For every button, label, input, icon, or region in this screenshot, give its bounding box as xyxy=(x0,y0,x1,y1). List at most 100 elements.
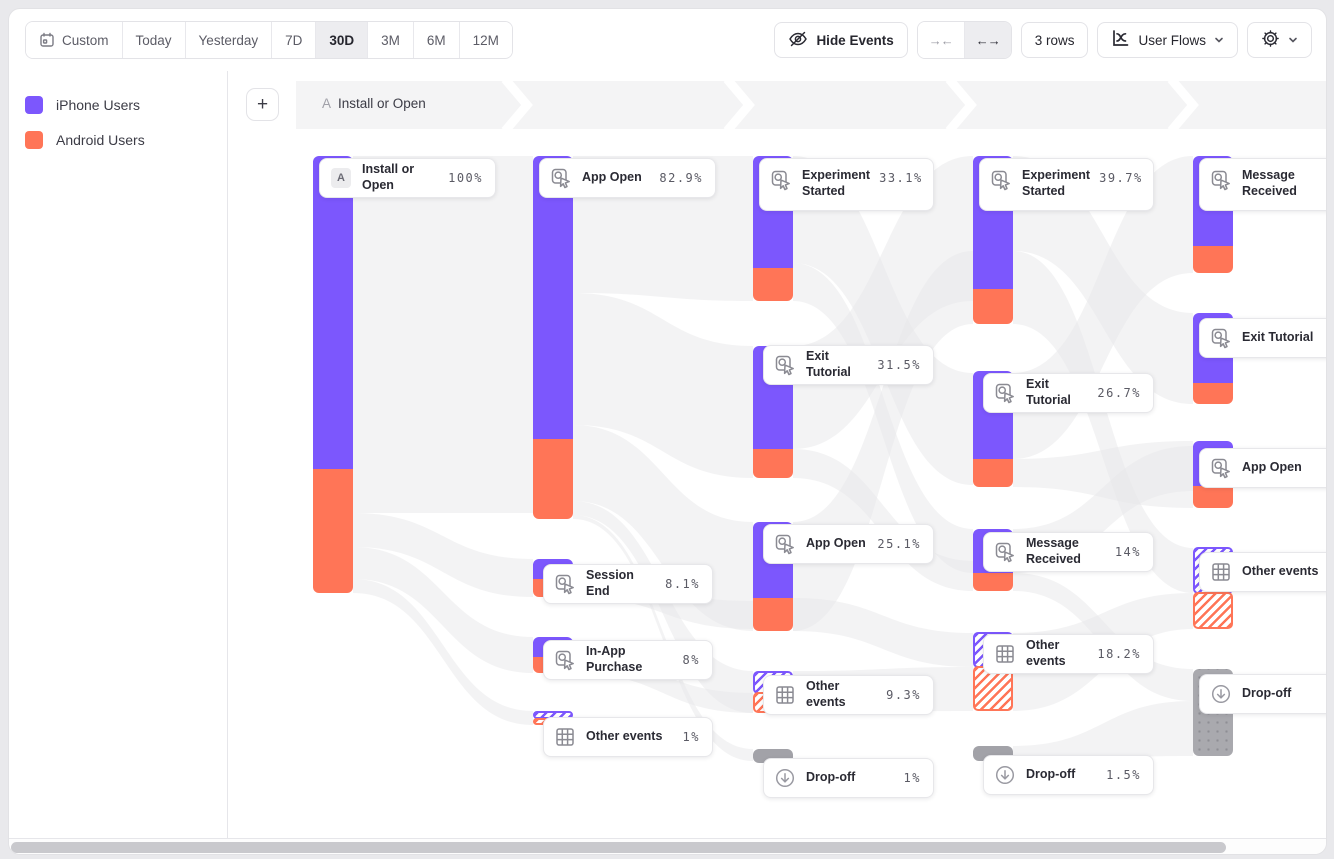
flow-node-percentage: 25.1% xyxy=(877,537,921,551)
flow-node-label: Message Received xyxy=(1026,536,1081,566)
click-event-icon xyxy=(993,381,1017,405)
grid-events-icon xyxy=(553,725,577,749)
flow-node-other-events[interactable]: Other events xyxy=(1199,552,1326,592)
flow-node-label: App Open xyxy=(806,536,866,551)
scrollbar-thumb[interactable] xyxy=(11,842,1226,853)
flow-node-experiment-started[interactable]: Experiment Started 39.7% xyxy=(979,158,1154,211)
flow-node-label: Session End xyxy=(586,568,634,598)
flow-node-drop-off[interactable]: Drop-off 1.5% xyxy=(983,755,1154,795)
date-range-30d[interactable]: 30D xyxy=(316,22,369,58)
legend-item-android-users[interactable]: Android Users xyxy=(25,131,145,149)
gear-icon xyxy=(1261,29,1280,51)
flow-node-message-received[interactable]: Message Received 14% xyxy=(983,532,1154,572)
flow-node-label: App Open xyxy=(1242,460,1302,475)
flow-node-other-events[interactable]: Other events 1% xyxy=(543,717,713,757)
flow-bar-message-received-orange[interactable] xyxy=(973,573,1013,591)
flow-bar-experiment-started-orange[interactable] xyxy=(973,289,1013,324)
grid-events-icon xyxy=(993,642,1017,666)
flow-bar-app-open-orange[interactable] xyxy=(533,439,573,519)
flow-node-app-open[interactable]: App Open xyxy=(1199,448,1326,488)
chevron-down-icon xyxy=(1288,33,1298,48)
flow-bar-exit-tutorial-orange[interactable] xyxy=(753,449,793,478)
flow-bar-experiment-started-orange[interactable] xyxy=(753,268,793,301)
date-range-12m[interactable]: 12M xyxy=(459,22,512,58)
legend-swatch xyxy=(25,131,43,149)
flow-node-label: Drop-off xyxy=(1242,686,1292,701)
flow-node-other-events[interactable]: Other events 18.2% xyxy=(983,634,1154,674)
flow-node-drop-off[interactable]: Drop-off xyxy=(1199,674,1326,714)
flow-node-label: In-App Purchase xyxy=(586,644,643,674)
view-selector-button[interactable]: User Flows xyxy=(1097,22,1238,58)
flow-node-percentage: 18.2% xyxy=(1097,647,1141,661)
add-step-button[interactable]: + xyxy=(246,88,279,121)
expand-columns-button[interactable]: ←→ xyxy=(964,22,1011,58)
flow-bar-app-open-purple[interactable] xyxy=(533,156,573,439)
date-range-7d[interactable]: 7D xyxy=(272,22,317,58)
flow-node-exit-tutorial[interactable]: Exit Tutorial xyxy=(1199,318,1326,358)
click-event-icon xyxy=(553,648,577,672)
flow-node-experiment-started[interactable]: Experiment Started 33.1% xyxy=(759,158,934,211)
sidebar-divider xyxy=(227,71,228,838)
date-range-label: 12M xyxy=(472,32,499,48)
date-range-custom[interactable]: Custom xyxy=(26,22,123,58)
flow-node-percentage: 100% xyxy=(448,171,483,185)
click-event-icon xyxy=(1209,456,1233,480)
drop-off-icon xyxy=(773,766,797,790)
eye-off-icon xyxy=(788,29,808,52)
flow-bar-install-or-open-purple[interactable] xyxy=(313,156,353,469)
step-a-title: A Install or Open xyxy=(322,96,426,111)
flow-node-install-or-open[interactable]: A Install or Open 100% xyxy=(319,158,496,198)
legend-swatch xyxy=(25,96,43,114)
flow-bar-app-open-orange[interactable] xyxy=(1193,486,1233,508)
flow-node-message-received[interactable]: Message Received xyxy=(1199,158,1326,211)
flow-bar-install-or-open-orange[interactable] xyxy=(313,469,353,593)
flow-node-app-open[interactable]: App Open 82.9% xyxy=(539,158,716,198)
date-range-3m[interactable]: 3M xyxy=(368,22,414,58)
expand-arrows-icon: ←→ xyxy=(975,32,1001,48)
flow-node-label: Install or Open xyxy=(362,162,415,192)
collapse-expand-control: →← ←→ xyxy=(916,21,1012,59)
flow-node-exit-tutorial[interactable]: Exit Tutorial 31.5% xyxy=(763,345,934,385)
date-range-label: 3M xyxy=(381,32,400,48)
collapse-columns-button[interactable]: →← xyxy=(917,22,965,58)
legend-label: Android Users xyxy=(56,132,145,148)
grid-events-icon xyxy=(1209,560,1233,584)
click-event-icon xyxy=(773,532,797,556)
view-selector-label: User Flows xyxy=(1138,32,1206,48)
flow-node-other-events[interactable]: Other events 9.3% xyxy=(763,675,934,715)
rows-button[interactable]: 3 rows xyxy=(1020,22,1089,58)
horizontal-scrollbar[interactable] xyxy=(9,838,1326,854)
flow-node-label: Drop-off xyxy=(806,770,856,785)
settings-button[interactable] xyxy=(1247,22,1312,58)
flow-bar-message-received-orange[interactable] xyxy=(1193,246,1233,273)
rows-label: 3 rows xyxy=(1034,32,1075,48)
date-range-today[interactable]: Today xyxy=(122,22,186,58)
flow-bar-other-events-hatch-orange[interactable] xyxy=(1193,592,1233,629)
date-range-6m[interactable]: 6M xyxy=(413,22,460,58)
flow-bar-exit-tutorial-orange[interactable] xyxy=(1193,383,1233,404)
step-header-band[interactable]: A Install or Open xyxy=(296,81,1326,129)
flow-node-in-app-purchase[interactable]: In-App Purchase 8% xyxy=(543,640,713,680)
flow-node-label: Exit Tutorial xyxy=(806,349,851,379)
flow-node-label: Experiment Started xyxy=(1022,168,1091,198)
flow-bar-exit-tutorial-orange[interactable] xyxy=(973,459,1013,487)
click-event-icon xyxy=(993,540,1017,564)
flow-node-app-open[interactable]: App Open 25.1% xyxy=(763,524,934,564)
collapse-arrows-icon: →← xyxy=(928,32,954,48)
flow-node-exit-tutorial[interactable]: Exit Tutorial 26.7% xyxy=(983,373,1154,413)
hide-events-button[interactable]: Hide Events xyxy=(774,22,908,58)
flow-node-session-end[interactable]: Session End 8.1% xyxy=(543,564,713,604)
legend-item-iphone-users[interactable]: iPhone Users xyxy=(25,96,140,114)
date-range-yesterday[interactable]: Yesterday xyxy=(185,22,273,58)
flow-bar-app-open-orange[interactable] xyxy=(753,598,793,631)
flow-node-percentage: 39.7% xyxy=(1099,171,1143,185)
flow-node-drop-off[interactable]: Drop-off 1% xyxy=(763,758,934,798)
flow-node-label: Other events xyxy=(1026,638,1066,668)
flow-node-percentage: 1% xyxy=(903,771,921,785)
flow-node-percentage: 82.9% xyxy=(659,171,703,185)
calendar-icon xyxy=(39,32,55,48)
flow-node-percentage: 8.1% xyxy=(665,577,700,591)
flow-node-percentage: 14% xyxy=(1114,545,1141,559)
flow-node-label: Exit Tutorial xyxy=(1242,330,1314,345)
